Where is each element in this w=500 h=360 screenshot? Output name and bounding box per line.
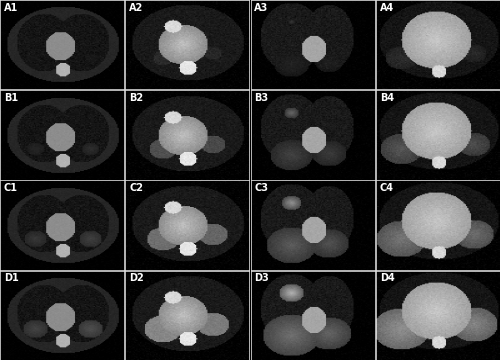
Text: B4: B4 (380, 93, 394, 103)
Text: B1: B1 (4, 93, 18, 103)
Text: C3: C3 (254, 183, 268, 193)
Text: C2: C2 (129, 183, 143, 193)
Text: B2: B2 (129, 93, 143, 103)
Text: C1: C1 (4, 183, 18, 193)
Text: C4: C4 (380, 183, 394, 193)
Text: D3: D3 (254, 273, 269, 283)
Text: D2: D2 (129, 273, 144, 283)
Text: B3: B3 (254, 93, 268, 103)
Text: D4: D4 (380, 273, 394, 283)
Text: A1: A1 (4, 3, 18, 13)
Text: A4: A4 (380, 3, 394, 13)
Text: A2: A2 (129, 3, 144, 13)
Text: A3: A3 (254, 3, 268, 13)
Text: D1: D1 (4, 273, 18, 283)
